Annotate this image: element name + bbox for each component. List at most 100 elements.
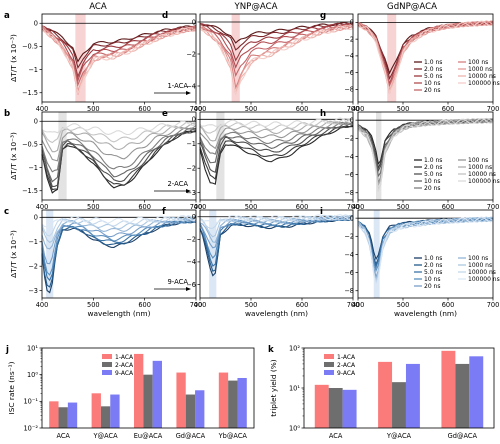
shaded-band: [209, 210, 217, 298]
series-line-5: [41, 218, 196, 265]
y-tick-label: −2: [186, 50, 196, 58]
bar-9-ACA: [195, 390, 205, 428]
x-tick-label: 600: [296, 203, 309, 211]
legend-label: 10 ns: [424, 80, 440, 87]
panel-letter: e: [162, 109, 168, 119]
x-tick-label: 700: [487, 301, 500, 309]
bar-2-ACA: [328, 388, 343, 428]
shaded-band: [231, 14, 240, 102]
panel-letter: a: [4, 11, 10, 21]
bar-1-ACA: [49, 401, 59, 428]
panel-c: 0 −1 −2 −3 400 500 600 700 wavelength (nm) ΔT/T (…: [4, 207, 202, 318]
legend-label: 2-ACA: [115, 362, 134, 369]
x-tick-label: 400: [194, 301, 207, 309]
shaded-band: [46, 210, 54, 298]
legend-swatch: [102, 362, 112, 367]
series-line-9: [41, 214, 197, 228]
x-tick-label: 600: [296, 301, 309, 309]
legend-label: 10 ns: [424, 276, 440, 283]
legend-label: 20 ns: [424, 283, 440, 290]
x-tick-label: 400: [194, 105, 207, 113]
shaded-band: [373, 210, 380, 298]
series-line-9: [199, 117, 354, 127]
bar-9-ACA: [237, 377, 247, 428]
y-tick-label: −1.5: [22, 89, 38, 97]
series-line-8: [41, 121, 197, 144]
x-tick-label: 500: [397, 301, 410, 309]
series-line-4: [41, 127, 197, 183]
legend-label: 1000 ns: [468, 262, 492, 269]
column-title-gdnp: GdNP@ACA: [387, 2, 437, 12]
y-tick-label: 10⁰: [27, 371, 38, 379]
bar-1-ACA: [441, 350, 456, 428]
x-tick-label: 700: [190, 105, 203, 113]
x-tick-label: 600: [138, 301, 151, 309]
series-line-9: [41, 27, 197, 96]
y-tick-label: −8: [344, 86, 354, 94]
column-title-ynp: YNP@ACA: [233, 2, 277, 12]
legend-label: 1-ACA: [115, 354, 134, 361]
legend-label: 100000 ns: [468, 80, 500, 87]
y-tick-label: −3: [186, 189, 196, 197]
shaded-band: [58, 112, 67, 200]
legend-label: 1000 ns: [468, 164, 492, 171]
legend-label: 10000 ns: [468, 269, 496, 276]
sample-annotation: 2-ACA: [167, 180, 188, 188]
bar-2-ACA: [455, 363, 470, 428]
y-tick-label: 0: [34, 118, 38, 126]
series-line-1: [41, 220, 197, 294]
category-label: Eu@ACA: [134, 432, 163, 440]
series-line-3: [199, 122, 354, 174]
legend-swatch: [324, 362, 334, 367]
panel-letter: j: [5, 345, 9, 355]
y-tick-label: −1: [28, 66, 38, 74]
panels: 0 −0.5 −1 −1.5 400 500 600 700 ΔT/T (x 10⁻³) 1-AC…: [4, 11, 500, 440]
x-tick-label: 400: [352, 301, 365, 309]
y-tick-label: 10²: [289, 344, 300, 352]
x-tick-label: 500: [87, 301, 100, 309]
legend-label: 1.0 ns: [424, 255, 442, 262]
category-label: Yb@ACA: [218, 432, 248, 440]
annotation-arrow-head: [186, 91, 191, 95]
category-label: ACA: [56, 432, 70, 440]
series-line-8: [41, 215, 197, 237]
series-line-5: [199, 121, 354, 155]
bar-9-ACA: [342, 389, 357, 428]
series-line-8: [199, 214, 354, 229]
plot-area: [42, 14, 196, 102]
panel-letter: k: [268, 345, 274, 355]
series-line-9: [199, 214, 354, 224]
y-tick-label: −1: [28, 238, 38, 246]
y-tick-label: −8: [344, 287, 354, 295]
legend-label: 1-ACA: [337, 354, 356, 361]
x-tick-label: 400: [352, 203, 365, 211]
series-line-7: [199, 118, 354, 142]
series-line-6: [199, 120, 354, 150]
series-line-8: [199, 118, 354, 134]
panel-k: ACA Y@ACA Gd@ACA 10⁰ 10¹ 10² triplet yield (%)…: [268, 344, 495, 440]
x-tick-label: 700: [190, 301, 203, 309]
x-tick-label: 400: [352, 105, 365, 113]
x-tick-label: 400: [194, 203, 207, 211]
legend-swatch: [324, 354, 334, 359]
x-tick-label: 500: [87, 203, 100, 211]
y-tick-label: 0: [34, 214, 38, 222]
y-tick-label: 0: [192, 213, 196, 221]
panel-f: 0 −2 −4 −6 400 500 600 700 wavelength (nm) f: [162, 207, 359, 318]
bar-2-ACA: [100, 406, 111, 428]
plot-frame: [41, 13, 197, 103]
x-tick-label: 500: [397, 203, 410, 211]
y-tick-label: −6: [344, 69, 354, 77]
series-line-2: [41, 26, 197, 70]
x-tick-label: 600: [442, 105, 455, 113]
plot-frame: [41, 347, 255, 429]
x-tick-label: 500: [397, 105, 410, 113]
x-tick-label: 400: [36, 203, 49, 211]
bar-1-ACA: [176, 372, 186, 428]
y-tick-label: −4: [344, 153, 354, 161]
legend-label: 1.0 ns: [424, 157, 442, 164]
shaded-band: [376, 112, 382, 200]
x-tick-label: 700: [190, 203, 203, 211]
bar-9-ACA: [469, 356, 484, 428]
